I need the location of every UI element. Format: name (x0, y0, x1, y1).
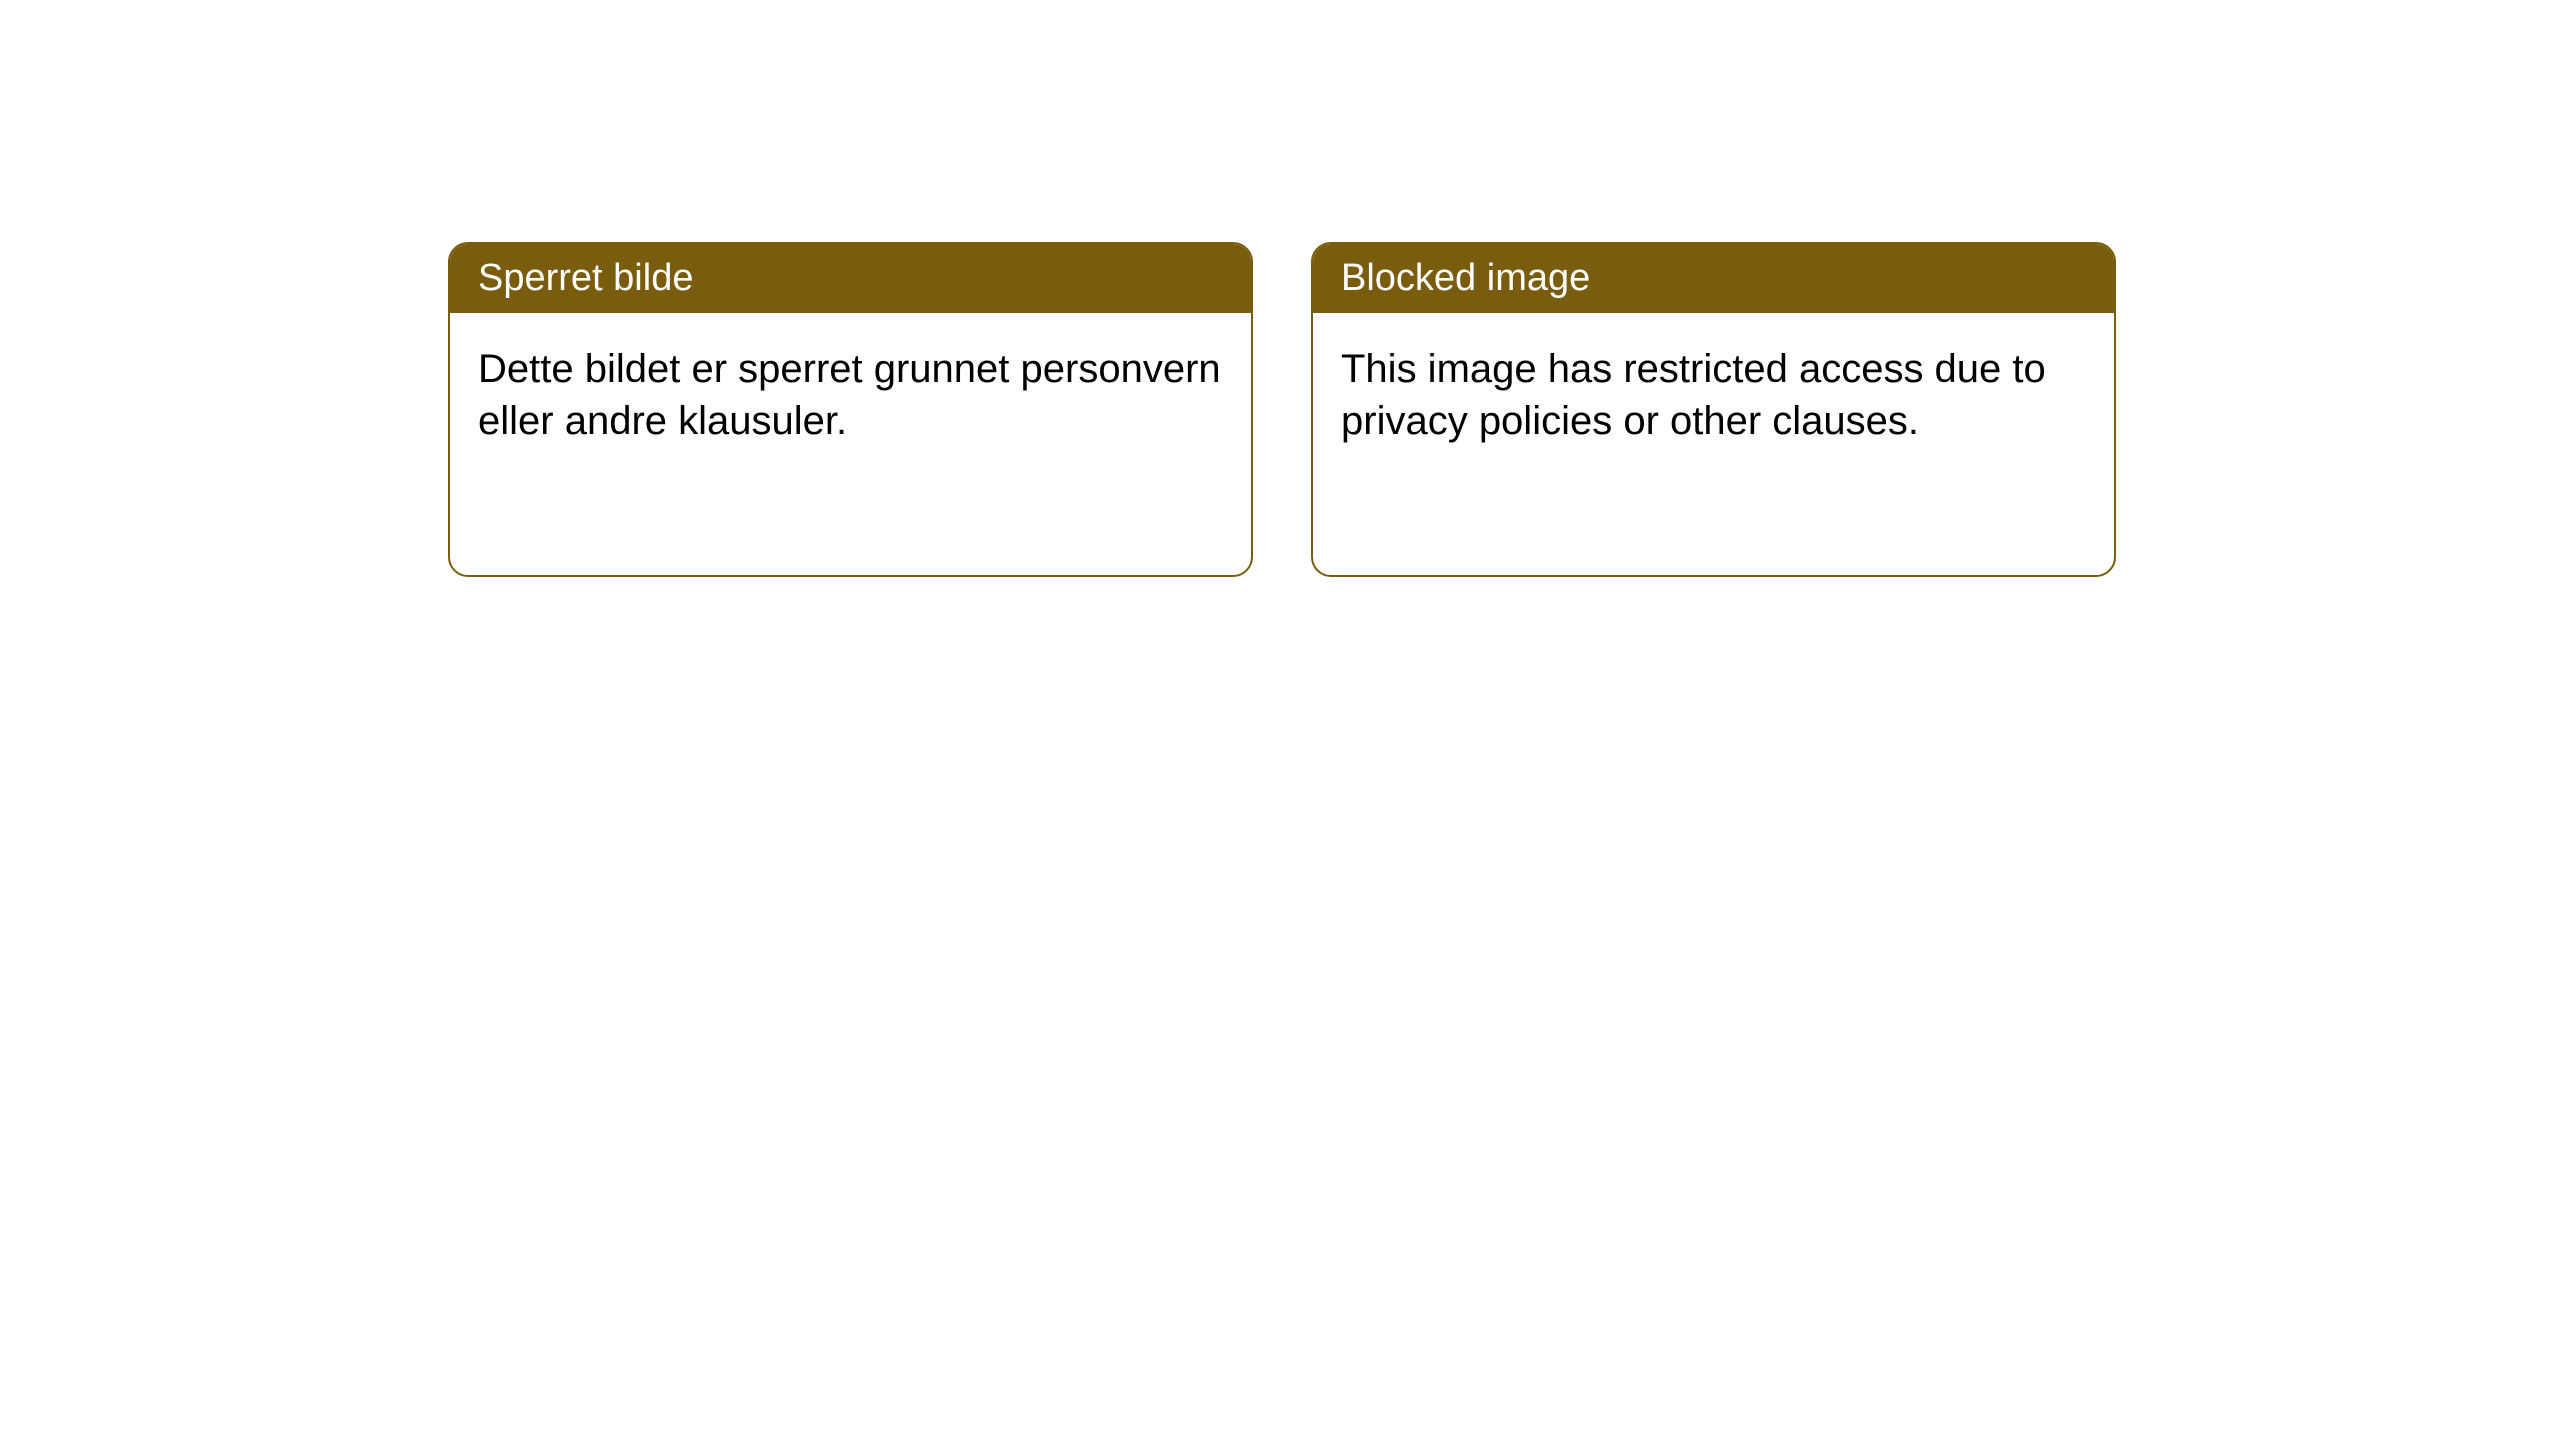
card-header: Sperret bilde (450, 244, 1251, 313)
notice-card-norwegian: Sperret bilde Dette bildet er sperret gr… (448, 242, 1253, 577)
notice-cards-container: Sperret bilde Dette bildet er sperret gr… (448, 242, 2116, 577)
card-title: Blocked image (1341, 257, 1590, 299)
card-header: Blocked image (1313, 244, 2114, 313)
card-body-text: This image has restricted access due to … (1341, 347, 2046, 443)
notice-card-english: Blocked image This image has restricted … (1311, 242, 2116, 577)
card-body-text: Dette bildet er sperret grunnet personve… (478, 347, 1221, 443)
card-body: Dette bildet er sperret grunnet personve… (450, 313, 1251, 477)
card-body: This image has restricted access due to … (1313, 313, 2114, 477)
card-title: Sperret bilde (478, 257, 693, 299)
